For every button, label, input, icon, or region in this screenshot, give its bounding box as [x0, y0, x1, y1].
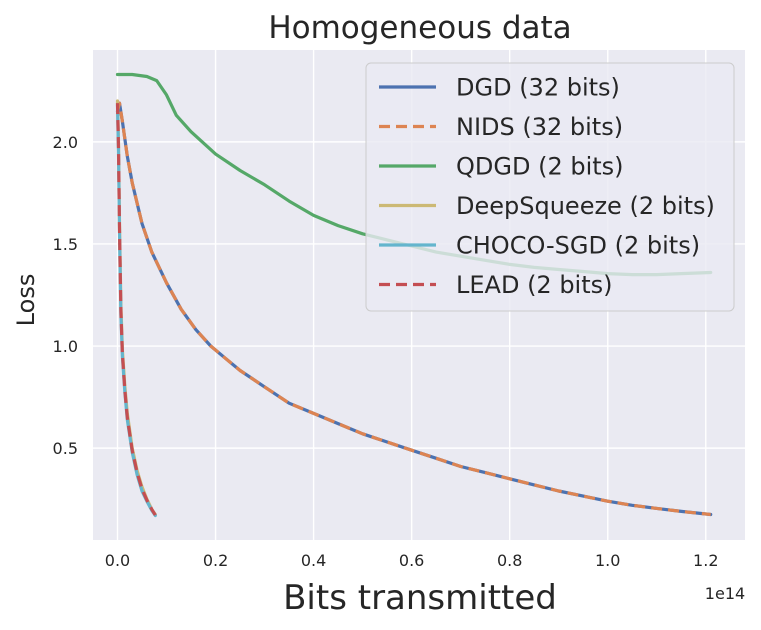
x-axis-offset-label: 1e14	[705, 584, 745, 603]
y-tick-label: 1.5	[53, 235, 78, 254]
x-tick-label: 1.2	[693, 551, 718, 570]
legend-label: QDGD (2 bits)	[456, 153, 624, 181]
legend-label: NIDS (32 bits)	[456, 113, 623, 141]
legend-label: LEAD (2 bits)	[456, 271, 613, 299]
y-tick-label: 2.0	[53, 133, 78, 152]
x-tick-label: 0.6	[399, 551, 424, 570]
legend-box	[365, 62, 735, 312]
x-axis-label: Bits transmitted	[283, 578, 557, 618]
legend-label: DGD (32 bits)	[456, 74, 620, 102]
legend-label: CHOCO-SGD (2 bits)	[456, 232, 700, 260]
x-tick-label: 1.0	[595, 551, 620, 570]
y-axis-ticks: 0.5 1.0 1.5 2.0	[53, 133, 78, 458]
series-line-nids-32-bits	[115, 101, 711, 517]
series-line-lead-2-bits	[115, 103, 157, 516]
y-axis-label: Loss	[12, 274, 40, 327]
y-tick-label: 0.5	[53, 439, 78, 458]
x-axis-ticks: 0.0 0.2 0.4 0.6 0.8 1.0 1.2	[105, 551, 719, 570]
x-tick-label: 0.4	[301, 551, 326, 570]
y-tick-label: 1.0	[53, 337, 78, 356]
legend-label: DeepSqueeze (2 bits)	[456, 192, 715, 220]
x-tick-label: 0.2	[203, 551, 228, 570]
x-tick-label: 0.8	[497, 551, 522, 570]
legend: DGD (32 bits) NIDS (32 bits) QDGD (2 bits)…	[365, 62, 735, 312]
x-tick-label: 0.0	[105, 551, 130, 570]
chart-title: Homogeneous data	[268, 10, 571, 46]
